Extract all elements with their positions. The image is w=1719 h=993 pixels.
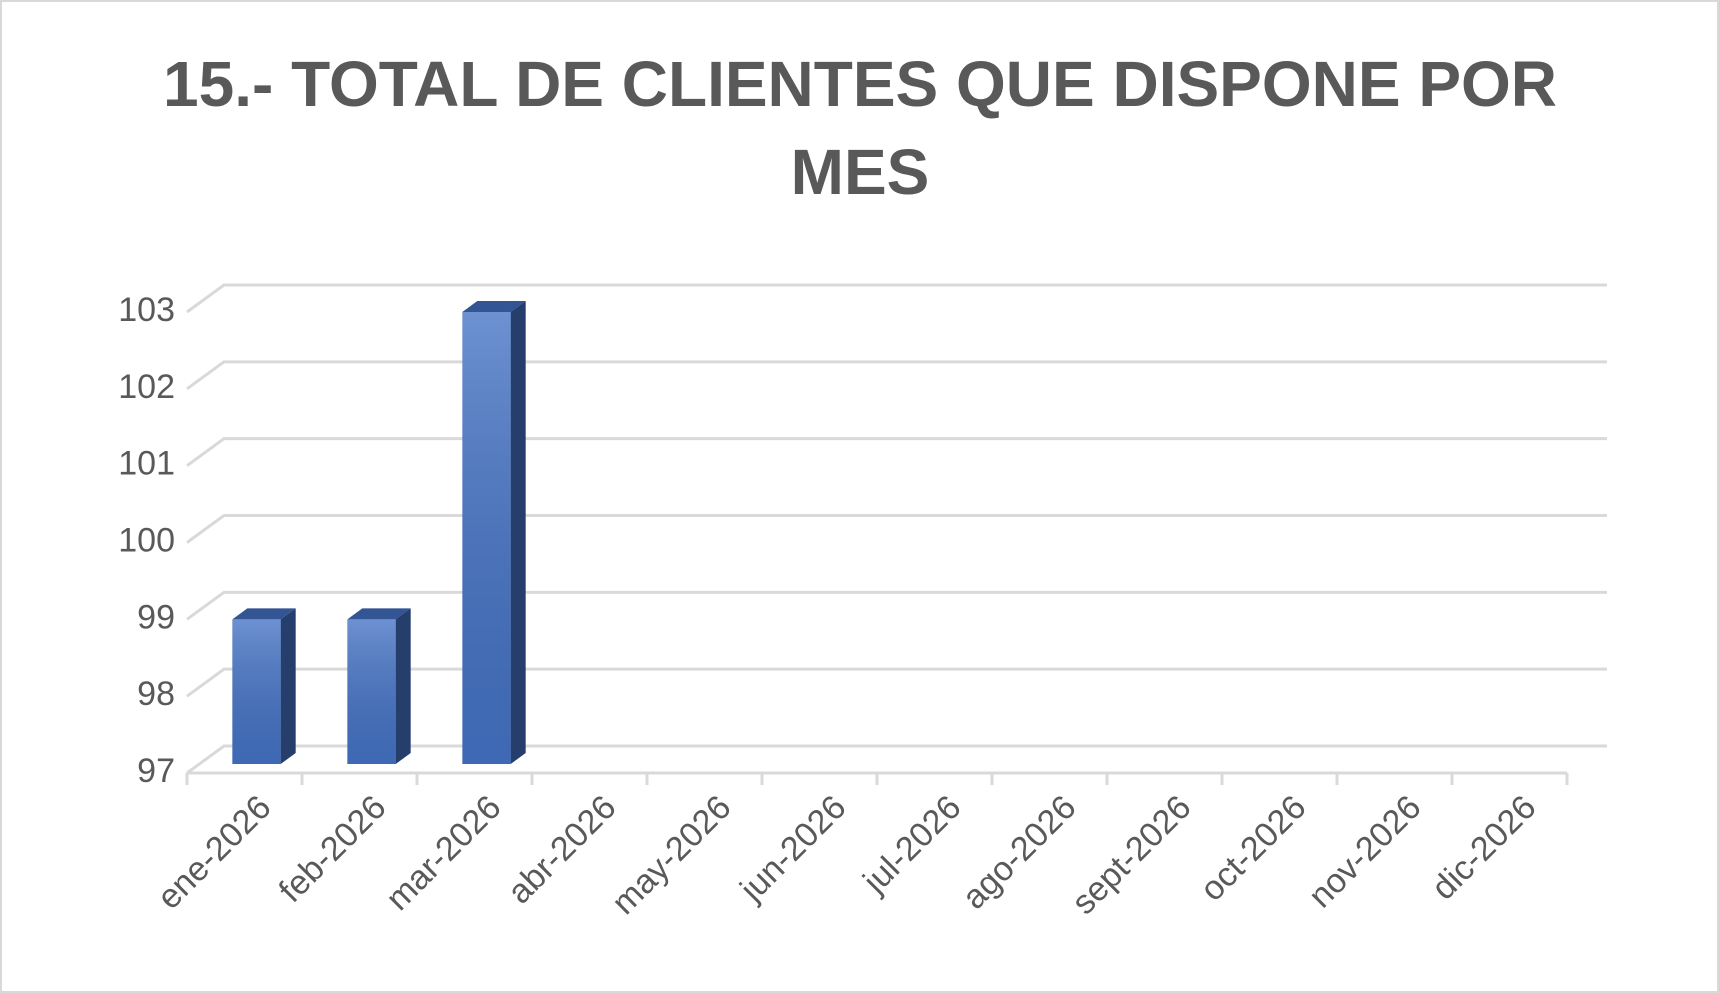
bar — [347, 608, 411, 764]
y-tick-label: 103 — [118, 291, 175, 329]
bar — [232, 608, 296, 764]
bar — [462, 301, 526, 764]
chart-title: 15.- TOTAL DE CLIENTES QUE DISPONE POR M… — [163, 48, 1557, 208]
x-tick-label: ago-2026 — [955, 788, 1083, 916]
y-tick-label: 98 — [137, 675, 175, 713]
x-tick-label: dic-2026 — [1424, 788, 1543, 907]
x-tick-label: nov-2026 — [1301, 788, 1428, 915]
y-tick-label: 102 — [118, 368, 175, 406]
grid-line — [186, 667, 1607, 698]
x-tick-label: sept-2026 — [1065, 788, 1199, 922]
grid-line — [186, 437, 1607, 467]
grid-line — [186, 744, 1607, 775]
y-tick-label: 99 — [137, 598, 175, 636]
y-tick-label: 101 — [118, 445, 175, 483]
x-tick-label: oct-2026 — [1193, 788, 1313, 908]
grid-line — [186, 590, 1607, 621]
x-tick-label: jul-2026 — [855, 788, 968, 901]
grid-line — [186, 514, 1607, 544]
x-tick-label: ene-2026 — [150, 788, 278, 916]
y-tick-label: 100 — [118, 521, 175, 559]
grid-line — [186, 360, 1607, 391]
grid-line — [186, 283, 1607, 314]
x-tick-label: may-2026 — [605, 788, 739, 922]
x-tick-label: abr-2026 — [500, 788, 623, 911]
x-tick-label: feb-2026 — [272, 788, 394, 910]
x-tick-label: mar-2026 — [379, 788, 509, 918]
y-tick-label: 97 — [137, 752, 175, 790]
x-tick-label: jun-2026 — [732, 788, 853, 909]
